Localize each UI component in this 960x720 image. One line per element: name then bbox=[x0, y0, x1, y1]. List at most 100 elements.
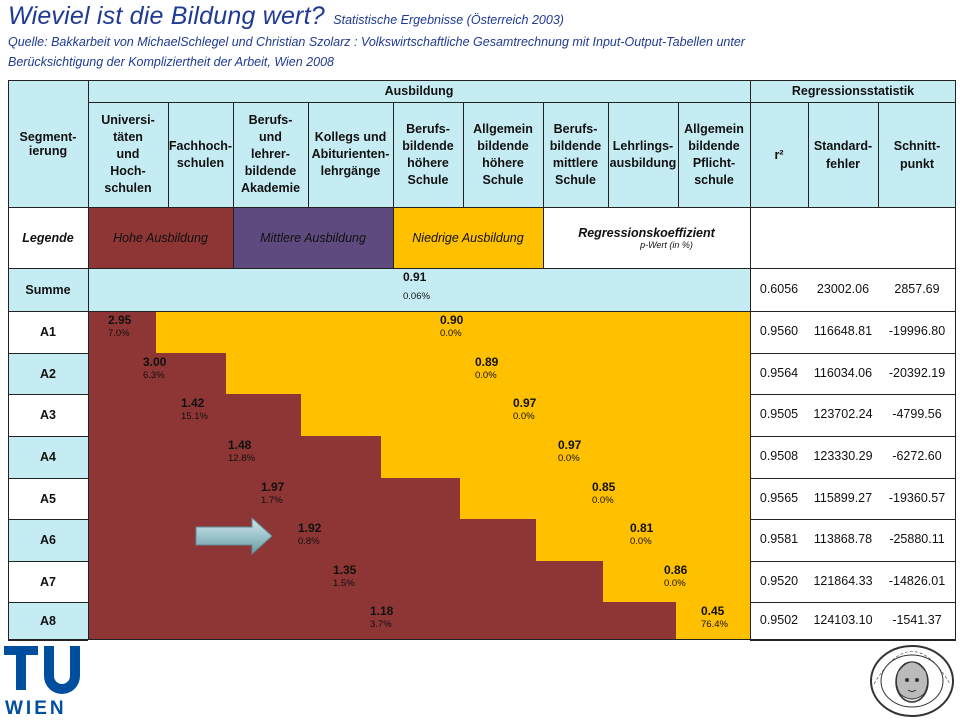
high-education-block bbox=[88, 436, 381, 478]
row-label: A8 bbox=[8, 602, 88, 640]
legend-coefficient: Regressionskoeffizient p-Wert (in %) bbox=[543, 207, 750, 268]
summe-band bbox=[88, 268, 750, 311]
row-stats-bg bbox=[750, 602, 956, 640]
high-coefficient: 1.92 0.8% bbox=[298, 522, 321, 548]
row-label: A5 bbox=[8, 478, 88, 519]
summe-stat-r2: 0.6056 bbox=[759, 282, 799, 296]
tu-wien-logo: WIEN bbox=[4, 646, 82, 716]
high-education-block bbox=[88, 311, 156, 353]
low-coef-value: 0.45 bbox=[701, 604, 725, 618]
source-line-2: Berücksichtigung der Kompliziertheit der… bbox=[8, 55, 334, 69]
grid-line-vertical bbox=[608, 102, 609, 207]
low-education-block bbox=[603, 561, 750, 602]
regression-table: Segment- ierung Ausbildung Regressionsstat… bbox=[8, 80, 956, 641]
row-stats-bg bbox=[750, 436, 956, 478]
low-coef-value: 0.90 bbox=[440, 313, 464, 327]
row-stats-bg bbox=[750, 478, 956, 519]
row-stat-se: 123702.24 bbox=[813, 407, 873, 421]
source-line-1: Quelle: Bakkarbeit von MichaelSchlegel u… bbox=[8, 35, 745, 49]
grid-line-horizontal bbox=[750, 394, 956, 395]
row-stat-r2: 0.9505 bbox=[759, 407, 799, 421]
grid-line-horizontal bbox=[8, 394, 88, 395]
summe-coef-value: 0.91 bbox=[403, 270, 427, 284]
stat-column-header: r² bbox=[774, 147, 784, 162]
grid-line-horizontal bbox=[750, 311, 956, 312]
grid-line-vertical bbox=[233, 207, 234, 268]
row-stats-bg bbox=[750, 311, 956, 353]
row-stat-se: 113868.78 bbox=[813, 532, 873, 546]
ausbildung-header: Ausbildung bbox=[384, 84, 454, 98]
grid-line-vertical bbox=[543, 207, 544, 268]
row-label: A7 bbox=[8, 561, 88, 602]
row-stat-ic: -20392.19 bbox=[888, 365, 946, 380]
high-education-block bbox=[88, 478, 460, 519]
grid-line-vertical bbox=[678, 102, 679, 207]
row-stat-ic: -14826.01 bbox=[888, 573, 946, 588]
segment-header: Segment- ierung bbox=[19, 129, 77, 158]
grid-line-horizontal bbox=[8, 311, 88, 312]
high-pvalue: 0.8% bbox=[298, 536, 320, 547]
row-stat-se: 116648.81 bbox=[813, 324, 873, 338]
grid-line-horizontal bbox=[8, 268, 956, 269]
row-stat-r2: 0.9520 bbox=[759, 573, 799, 588]
low-education-block bbox=[301, 394, 750, 436]
low-coef-value: 0.86 bbox=[664, 563, 688, 577]
page-subtitle: Statistische Ergebnisse (Österreich 2003… bbox=[333, 13, 564, 27]
grid-line-horizontal bbox=[750, 519, 956, 520]
low-education-block bbox=[676, 602, 750, 640]
grid-line-horizontal bbox=[8, 311, 956, 312]
high-pvalue: 7.0% bbox=[108, 328, 130, 339]
low-coef-value: 0.85 bbox=[592, 480, 616, 494]
grid-line-vertical bbox=[233, 102, 234, 207]
summe-stat-se: 23002.06 bbox=[816, 282, 870, 296]
stat-column-header: Schnitt- punkt bbox=[893, 138, 941, 171]
high-education-block bbox=[88, 519, 536, 561]
low-pvalue: 0.0% bbox=[558, 453, 580, 464]
low-coef-value: 0.81 bbox=[630, 521, 654, 535]
high-coef-value: 1.18 bbox=[370, 604, 394, 618]
row-label-summe: Summe bbox=[8, 268, 88, 311]
education-column-header: Universi- täten und Hoch- schulen bbox=[101, 113, 155, 195]
low-education-block bbox=[226, 353, 750, 394]
education-column-header: Kollegs und Abiturienten- lehrgänge bbox=[311, 130, 390, 178]
grid-line-vertical bbox=[393, 207, 394, 268]
row-label: A2 bbox=[8, 353, 88, 394]
low-pvalue: 0.0% bbox=[664, 578, 686, 589]
row-label: A3 bbox=[8, 394, 88, 436]
grid-line-horizontal bbox=[8, 561, 88, 562]
grid-line-vertical bbox=[463, 102, 464, 207]
row-stat-se: 121864.33 bbox=[813, 573, 873, 588]
grid-line-horizontal bbox=[8, 519, 88, 520]
high-coef-value: 1.92 bbox=[298, 521, 322, 535]
high-coef-value: 2.95 bbox=[108, 313, 132, 327]
low-coefficient: 0.89 0.0% bbox=[475, 356, 498, 382]
grid-line-vertical bbox=[543, 102, 544, 207]
high-coef-value: 1.48 bbox=[228, 438, 252, 452]
high-coefficient: 1.48 12.8% bbox=[228, 439, 255, 465]
row-stat-r2: 0.9565 bbox=[759, 490, 799, 505]
education-column-header: Allgemein bildende höhere Schule bbox=[473, 121, 533, 187]
low-pvalue: 0.0% bbox=[475, 370, 497, 381]
row-stat-se: 123330.29 bbox=[813, 449, 873, 463]
high-coefficient: 2.95 7.0% bbox=[108, 314, 131, 340]
legend-pvalue-label: p-Wert (in %) bbox=[640, 239, 693, 250]
low-coef-value: 0.97 bbox=[513, 396, 537, 410]
row-stat-r2: 0.9502 bbox=[759, 613, 799, 627]
low-education-block bbox=[156, 311, 750, 353]
grid-line-horizontal bbox=[8, 478, 88, 479]
high-coefficient: 1.42 15.1% bbox=[181, 397, 208, 423]
high-education-block bbox=[88, 394, 301, 436]
education-column-header: Berufs- bildende höhere Schule bbox=[402, 121, 454, 187]
grid-line-vertical bbox=[168, 102, 169, 207]
legend-high: Hohe Ausbildung bbox=[88, 207, 233, 268]
grid-line-horizontal bbox=[8, 602, 88, 603]
grid-line-horizontal bbox=[8, 436, 88, 437]
grid-line-horizontal bbox=[750, 353, 956, 354]
summe-coefficient: 0.91 0.06% bbox=[403, 271, 430, 303]
row-stat-r2: 0.9508 bbox=[759, 449, 799, 463]
grid-line-horizontal bbox=[8, 639, 956, 640]
education-column-header: Berufs- und lehrer- bildende Akademie bbox=[240, 113, 301, 195]
low-coef-value: 0.89 bbox=[475, 355, 499, 369]
grid-line-vertical bbox=[308, 102, 309, 207]
low-coefficient: 0.86 0.0% bbox=[664, 564, 687, 590]
